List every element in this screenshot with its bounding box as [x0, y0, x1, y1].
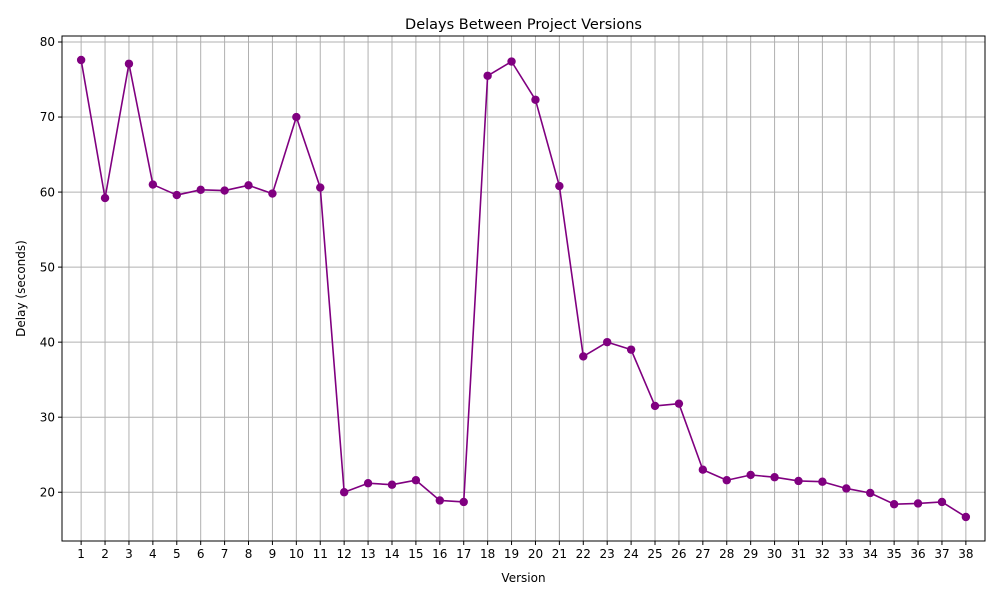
data-point [746, 470, 755, 480]
x-tick-label: 9 [269, 547, 277, 561]
data-point [961, 512, 971, 522]
x-tick-label: 12 [337, 547, 352, 561]
axis-ticks: 1 2 3 4 5 6 7 8 9 10 11 12 13 14 15 16 17 18 19 20 21 22 23 24 2… [40, 35, 974, 561]
y-axis-label: Delay (seconds) [14, 240, 28, 337]
x-tick-label: 35 [886, 547, 901, 561]
data-point [124, 59, 134, 68]
data-point [244, 181, 253, 190]
x-tick-label: 7 [221, 547, 229, 561]
x-tick-label: 5 [173, 547, 181, 561]
y-tick-label: 50 [40, 260, 55, 274]
x-tick-label: 24 [623, 547, 638, 561]
data-point [579, 352, 588, 361]
x-tick-label: 29 [743, 547, 758, 561]
y-tick-label: 70 [40, 110, 55, 124]
data-point [316, 183, 325, 192]
data-point [818, 477, 827, 486]
x-tick-label: 1 [77, 547, 85, 561]
data-point [722, 476, 731, 485]
data-point [602, 337, 612, 347]
x-axis-label: Version [501, 571, 545, 585]
data-point [913, 499, 923, 508]
x-tick-label: 37 [934, 547, 949, 561]
data-series [76, 55, 971, 522]
data-point [435, 496, 445, 505]
x-tick-label: 18 [480, 547, 495, 561]
data-point [100, 193, 110, 203]
x-tick-label: 27 [695, 547, 710, 561]
data-point [172, 190, 181, 200]
data-point [626, 345, 636, 354]
x-tick-label: 32 [815, 547, 830, 561]
data-point [866, 488, 875, 498]
data-point [220, 186, 229, 195]
x-tick-label: 17 [456, 547, 471, 561]
x-tick-label: 8 [245, 547, 253, 561]
data-point [698, 465, 708, 474]
data-point [842, 484, 851, 493]
x-tick-label: 10 [289, 547, 304, 561]
data-point [363, 479, 373, 488]
x-tick-label: 14 [384, 547, 399, 561]
data-point [76, 55, 86, 65]
data-point [937, 497, 947, 507]
data-point [148, 180, 158, 189]
x-tick-label: 38 [958, 547, 973, 561]
y-tick-label: 60 [40, 185, 55, 199]
data-point [483, 71, 492, 80]
data-point [531, 95, 540, 104]
x-tick-label: 30 [767, 547, 782, 561]
y-tick-label: 30 [40, 410, 55, 424]
x-tick-label: 22 [576, 547, 591, 561]
x-tick-label: 19 [504, 547, 519, 561]
data-point [339, 488, 349, 497]
y-tick-label: 80 [40, 35, 55, 49]
data-point [196, 185, 205, 195]
x-tick-label: 2 [101, 547, 109, 561]
data-point [292, 112, 301, 122]
x-tick-label: 25 [647, 547, 662, 561]
data-point [411, 476, 421, 485]
x-tick-label: 6 [197, 547, 205, 561]
x-tick-label: 31 [791, 547, 806, 561]
data-point [650, 401, 660, 411]
chart-title: Delays Between Project Versions [405, 17, 642, 33]
x-tick-label: 34 [863, 547, 878, 561]
y-tick-label: 20 [40, 485, 55, 499]
x-tick-label: 11 [313, 547, 328, 561]
x-tick-label: 16 [432, 547, 447, 561]
x-tick-label: 13 [360, 547, 375, 561]
data-point [507, 57, 516, 66]
data-point [889, 500, 899, 509]
x-tick-label: 20 [528, 547, 543, 561]
data-point [387, 480, 397, 489]
x-tick-label: 15 [408, 547, 423, 561]
x-tick-label: 26 [671, 547, 686, 561]
y-tick-label: 40 [40, 335, 55, 349]
data-point [459, 497, 468, 507]
data-point [674, 399, 684, 408]
x-tick-label: 3 [125, 547, 133, 561]
data-point [794, 476, 803, 486]
data-point [770, 473, 779, 482]
data-point [268, 189, 277, 198]
data-point [555, 181, 564, 191]
x-tick-label: 28 [719, 547, 734, 561]
x-tick-label: 21 [552, 547, 567, 561]
x-tick-label: 23 [600, 547, 615, 561]
grid-lines [62, 36, 985, 541]
x-tick-label: 33 [839, 547, 854, 561]
plot-area-frame [61, 35, 986, 542]
x-tick-label: 4 [149, 547, 157, 561]
x-tick-label: 36 [910, 547, 925, 561]
